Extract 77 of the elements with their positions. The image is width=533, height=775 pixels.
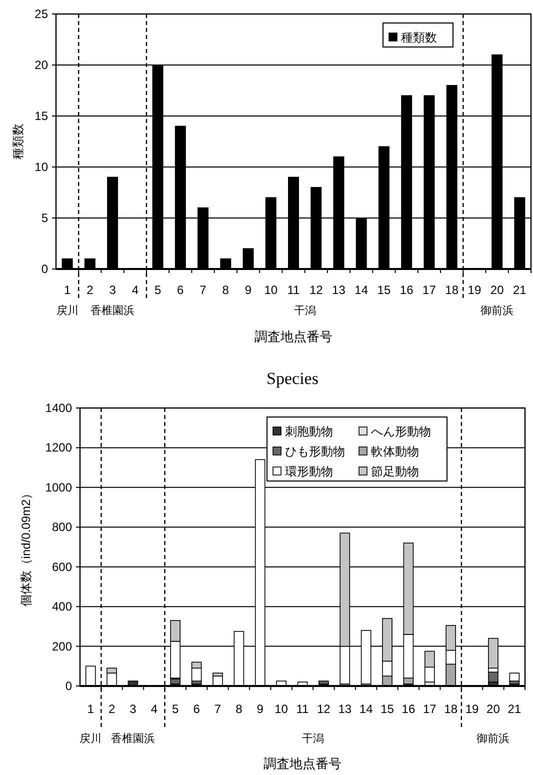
legend-label: 節足動物 [371, 464, 419, 478]
x-tick-label: 20 [486, 702, 500, 716]
text: 干潟 [294, 305, 316, 317]
x-tick-label: 18 [445, 283, 459, 297]
x-tick-label: 2 [108, 702, 116, 716]
legend: 種類数 [382, 22, 454, 48]
legend-label: ひも形動物 [285, 444, 345, 458]
text: 御前浜 [480, 304, 514, 317]
y-tick-label: 800 [52, 520, 72, 534]
y-tick-label: 15 [34, 109, 48, 123]
y-axis-title: 個体数（ind/0.09m2） [19, 487, 33, 607]
x-tick-label: 21 [513, 283, 527, 297]
legend-label: 刺胞動物 [285, 424, 333, 438]
y-tick-label: 0 [65, 679, 72, 693]
x-tick-label: 9 [244, 283, 252, 297]
x-tick-label: 19 [468, 283, 482, 297]
x-tick-label: 10 [264, 283, 278, 297]
text: 御前浜 [476, 732, 510, 745]
x-tick-label: 20 [490, 283, 504, 297]
x-tick-label: 5 [154, 283, 162, 297]
x-axis-title: 調査地点番号 [264, 756, 342, 771]
x-tick-label: 11 [287, 283, 300, 297]
x-tick-label: 9 [256, 702, 264, 716]
x-tick-label: 11 [296, 702, 310, 716]
x-tick-label: 1 [64, 283, 71, 297]
x-tick-label: 4 [132, 283, 139, 297]
y-tick-label: 0 [41, 262, 48, 276]
x-tick-label: 7 [214, 702, 222, 716]
x-tick-label: 10 [274, 702, 288, 716]
y-axis-title: 種類数 [11, 124, 25, 160]
y-tick-label: 10 [34, 160, 48, 174]
y-tick-label: 5 [41, 211, 48, 225]
x-tick-label: 14 [359, 702, 374, 716]
x-tick-label: 8 [222, 283, 230, 297]
x-tick-label: 12 [309, 283, 324, 297]
x-axis-title: 調査地点番号 [254, 329, 332, 344]
x-tick-label: 8 [236, 702, 243, 716]
y-tick-label: 1400 [45, 401, 72, 415]
x-tick-label: 14 [354, 283, 368, 297]
y-tick-label: 600 [52, 560, 72, 574]
text: 戻川 [56, 304, 78, 317]
x-tick-label: 7 [200, 283, 207, 297]
text: 干潟 [302, 733, 324, 745]
x-tick-label: 3 [130, 702, 137, 716]
legend-label: 軟体動物 [371, 444, 419, 458]
legend-label: へん形動物 [371, 424, 431, 438]
x-tick-label: 16 [402, 702, 416, 716]
y-tick-label: 1200 [45, 440, 72, 455]
x-tick-label: 12 [317, 702, 331, 716]
x-tick-label: 6 [177, 283, 184, 297]
chart-title: Species [266, 369, 318, 388]
x-tick-label: 16 [400, 283, 414, 297]
legend-label: 環形動物 [285, 464, 333, 478]
x-tick-label: 17 [422, 702, 437, 716]
y-tick-label: 25 [34, 7, 48, 21]
y-tick-label: 20 [34, 58, 48, 72]
text: 香椎園浜 [110, 732, 155, 745]
y-tick-label: 200 [52, 639, 72, 654]
x-tick-label: 18 [444, 702, 458, 716]
x-tick-label: 19 [465, 702, 480, 716]
x-tick-label: 4 [150, 702, 158, 716]
x-tick-label: 21 [508, 702, 522, 716]
x-tick-label: 15 [377, 283, 391, 297]
x-tick-label: 13 [338, 702, 352, 716]
x-tick-label: 1 [87, 702, 94, 716]
x-tick-label: 17 [422, 283, 436, 297]
y-tick-label: 400 [52, 600, 72, 614]
text: 香椎園浜 [90, 304, 135, 317]
legend-label: 種類数 [401, 30, 437, 44]
y-tick-label: 1000 [45, 480, 72, 494]
x-tick-label: 2 [86, 283, 94, 297]
text: 戻川 [80, 732, 102, 745]
x-tick-label: 5 [172, 702, 180, 716]
x-tick-label: 3 [109, 283, 116, 297]
x-tick-label: 6 [193, 702, 200, 716]
x-tick-label: 15 [380, 702, 394, 716]
x-tick-label: 13 [332, 283, 346, 297]
